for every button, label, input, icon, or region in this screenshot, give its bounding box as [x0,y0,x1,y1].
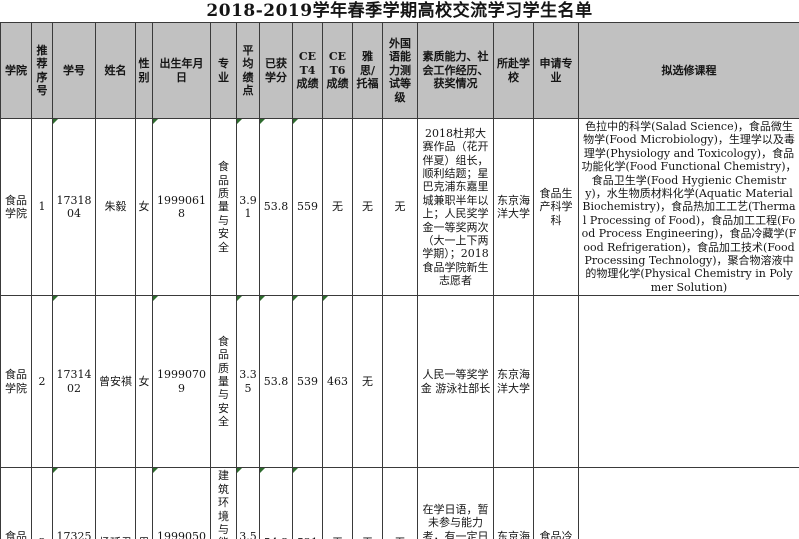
col-header-credits: 已获学分 [259,22,293,119]
col-header-experience: 素质能力、社会工作经历、获奖情况 [417,22,494,119]
col-header-college: 学院 [0,22,32,119]
col-header-foreign-test-level: 外国语能力测试等级 [382,22,418,119]
cell-ielts-toefl: 无 [352,117,383,297]
cell-gender: 女 [135,295,153,469]
students-table: 学院 推荐序号 学号 姓名 性别 出生年月日 专业 平均绩点 已获学分 CET4… [0,22,799,539]
table-row: 食品学院 1 1731804 朱毅 女 19990618 食品质量与安全 3.9… [0,117,799,297]
cell-major: 建筑环境与能源应用工程 [210,467,237,539]
cell-credits: 54.3 [259,467,293,539]
col-header-cet4: CET4成绩 [292,22,323,119]
cell-experience: 2018杜邦大赛作品（花开伴夏）组长，顺利结题；星巴克浦东嘉里城兼职半年以上；人… [417,117,494,297]
cell-cet4: 559 [292,117,323,297]
cell-gpa: 3.56 [236,467,260,539]
cell-birthdate: 19990507 [152,467,211,539]
cell-birthdate: 19990709 [152,295,211,469]
cell-courses [578,467,799,539]
cell-apply-major: 食品生产科学科 [533,117,579,297]
cell-courses [578,295,799,469]
cell-target-school: 东京海洋大学 [493,295,534,469]
col-header-birthdate: 出生年月日 [152,22,211,119]
header-row: 学院 推荐序号 学号 姓名 性别 出生年月日 专业 平均绩点 已获学分 CET4… [0,22,799,119]
cell-cet6: 无 [322,117,353,297]
cell-cet4: 521 [292,467,323,539]
page-title: 2018-2019学年春季学期高校交流学习学生名单 [206,1,593,21]
col-header-gender: 性别 [135,22,153,119]
cell-gpa: 3.91 [236,117,260,297]
cell-gender: 女 [135,117,153,297]
cell-foreign-test-level: 无 [382,467,418,539]
cell-student-id: 1731804 [52,117,96,297]
cell-ref-no: 1 [31,117,53,297]
col-header-apply-major: 申请专业 [533,22,579,119]
cell-cet6: 463 [322,295,353,469]
cell-name: 曾安祺 [95,295,136,469]
cell-foreign-test-level [382,295,418,469]
cell-college: 食品学院 [0,467,32,539]
cell-college: 食品学院 [0,117,32,297]
cell-ielts-toefl: 无 [352,295,383,469]
cell-major: 食品质量与安全 [210,117,237,297]
cell-birthdate: 19990618 [152,117,211,297]
cell-major: 食品质量与安全 [210,295,237,469]
cell-ielts-toefl: 无 [352,467,383,539]
cell-ref-no: 3 [31,467,53,539]
col-header-cet6: CET6成绩 [322,22,353,119]
cell-college: 食品学院 [0,295,32,469]
cell-ref-no: 2 [31,295,53,469]
cell-gpa: 3.35 [236,295,260,469]
col-header-student-id: 学号 [52,22,96,119]
cell-target-school: 东京海洋大学 [493,467,534,539]
cell-student-id: 1732514 [52,467,96,539]
cell-apply-major: 食品冷冻学 [533,467,579,539]
cell-foreign-test-level: 无 [382,117,418,297]
col-header-major: 专业 [210,22,237,119]
cell-credits: 53.8 [259,117,293,297]
cell-cet4: 539 [292,295,323,469]
cell-target-school: 东京海洋大学 [493,117,534,297]
cell-experience: 人民一等奖学金 游泳社部长 [417,295,494,469]
cell-name: 杨廷君 [95,467,136,539]
table-row: 食品学院 2 1731402 曾安祺 女 19990709 食品质量与安全 3.… [0,295,799,469]
col-header-courses: 拟选修课程 [578,22,799,119]
col-header-target-school: 所赴学校 [493,22,534,119]
cell-gender: 男 [135,467,153,539]
cell-name: 朱毅 [95,117,136,297]
cell-cet6: 无 [322,467,353,539]
cell-courses: 色拉中的科学(Salad Science)，食品微生物学(Food Microb… [578,117,799,297]
col-header-ref-no: 推荐序号 [31,22,53,119]
cell-apply-major [533,295,579,469]
cell-credits: 53.8 [259,295,293,469]
col-header-name: 姓名 [95,22,136,119]
col-header-ielts-toefl: 雅思/托福 [352,22,383,119]
cell-experience: 在学日语，暂未参与能力考，有一定日语基础。大一获人民一等奖学金。 [417,467,494,539]
col-header-gpa: 平均绩点 [236,22,260,119]
table-row: 食品学院 3 1732514 杨廷君 男 19990507 建筑环境与能源应用工… [0,467,799,539]
cell-student-id: 1731402 [52,295,96,469]
